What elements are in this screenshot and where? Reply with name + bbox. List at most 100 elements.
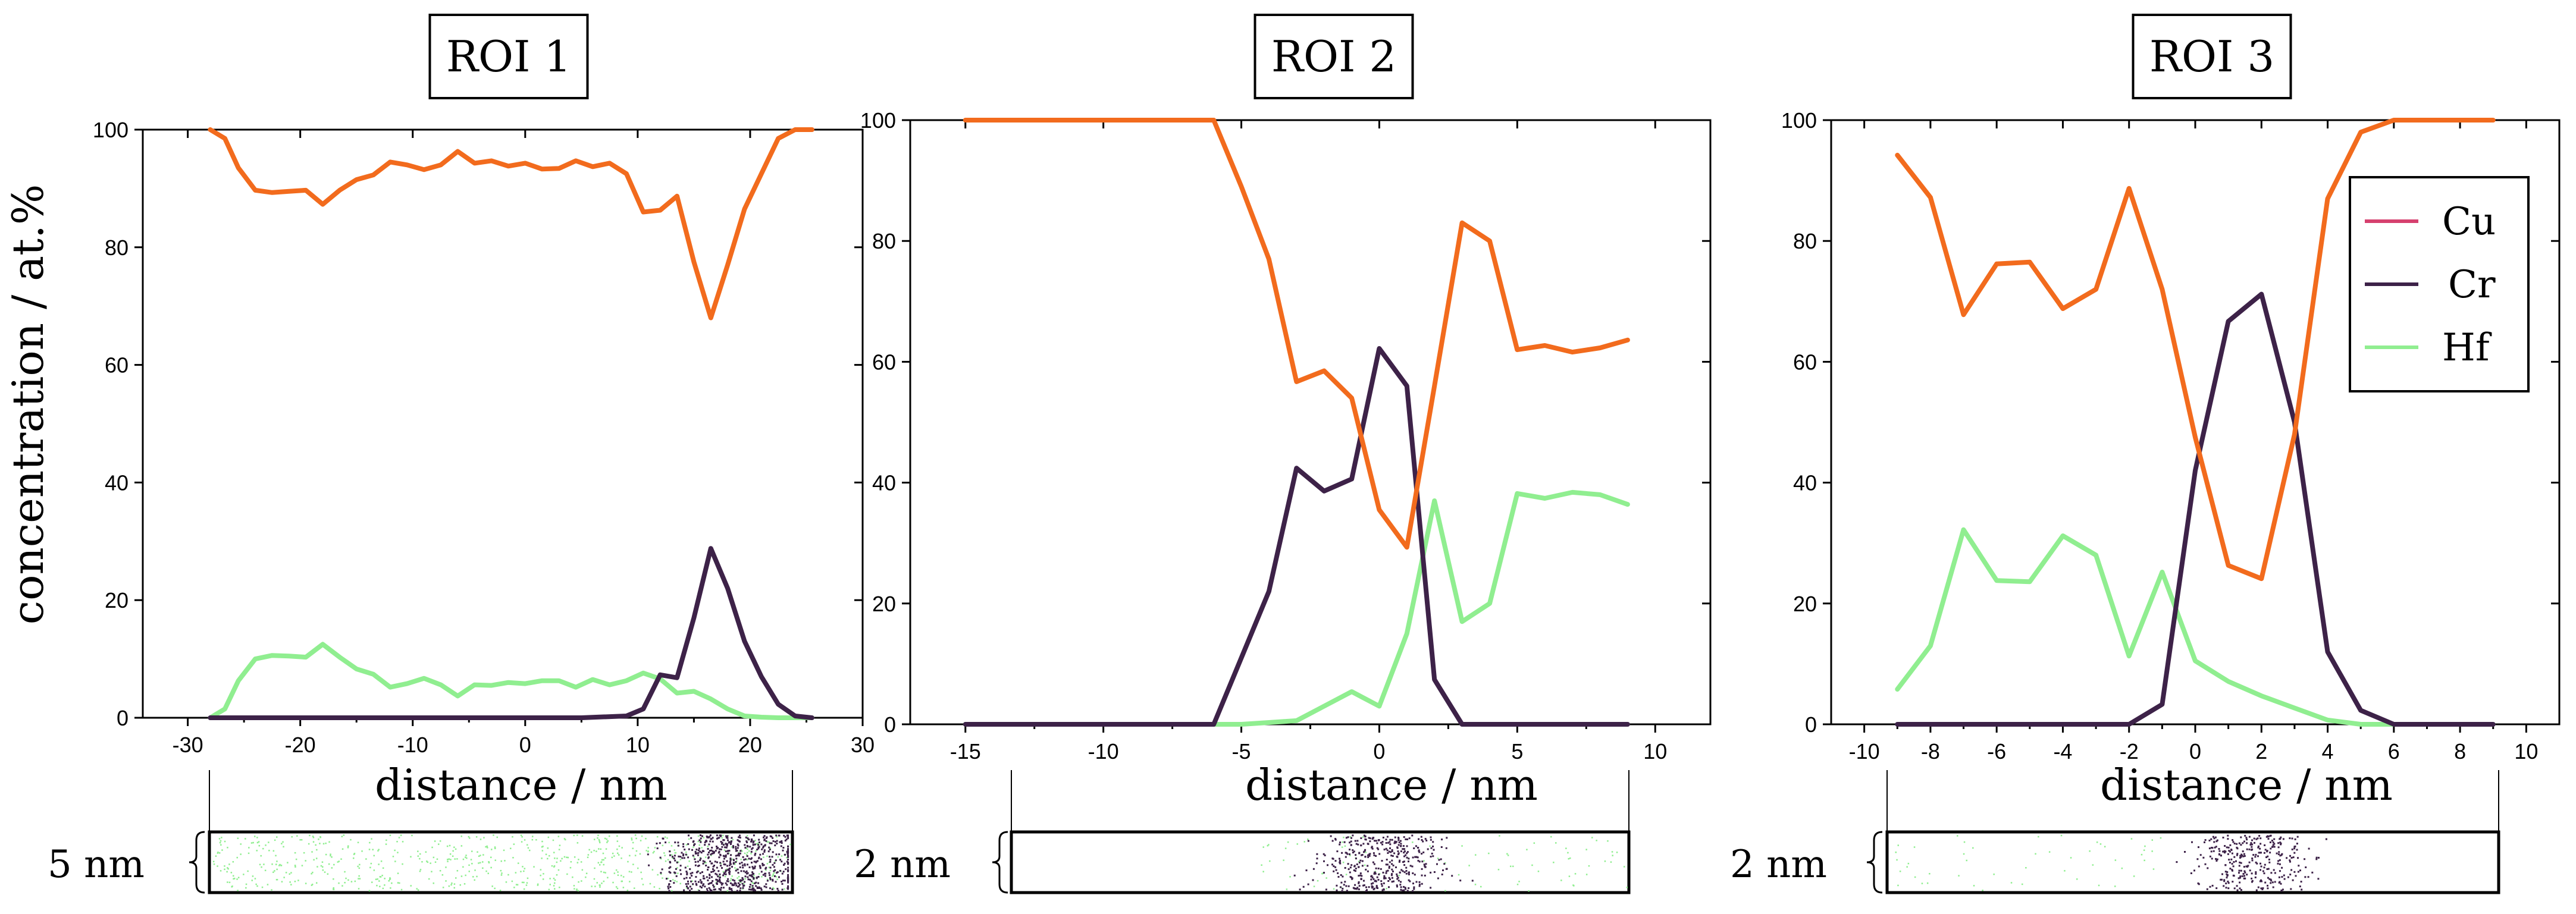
atom-dot-hf — [1269, 860, 1271, 862]
x-axis-label: distance / nm — [1245, 760, 1538, 810]
atom-dot-cr — [745, 840, 748, 843]
atom-dot-hf — [670, 854, 673, 856]
atom-dot-cr — [2215, 887, 2218, 890]
atom-dot-cr — [754, 882, 756, 884]
x-tick-label: 0 — [1373, 739, 1385, 764]
atom-dot-cr — [1433, 871, 1436, 873]
atom-dot-hf — [431, 871, 433, 872]
series-line-hf — [208, 642, 814, 720]
atom-dot-hf — [419, 853, 421, 855]
atom-dot-cr — [2290, 857, 2293, 859]
atom-dot-cr — [729, 859, 732, 861]
atom-dot-cr — [1380, 841, 1382, 844]
atom-dot-cr — [1377, 868, 1380, 869]
atom-dot-cr — [1446, 837, 1448, 839]
atom-dot-hf — [442, 887, 444, 888]
atom-dot-cr — [761, 864, 764, 866]
atom-dot-hf — [328, 863, 330, 865]
atom-dot-cr — [1372, 878, 1375, 880]
atom-dot-hf — [542, 846, 544, 847]
atom-dot-hf — [294, 866, 296, 868]
atom-dot-hf — [734, 862, 736, 865]
atom-dot-cr — [739, 884, 741, 886]
atom-dot-cr — [2263, 872, 2265, 875]
atom-dot-hf — [333, 863, 335, 866]
atom-dot-cr — [2279, 855, 2282, 857]
atom-dot-cr — [1424, 865, 1426, 867]
atom-dot-cr — [690, 872, 692, 875]
atom-dot-cr — [1364, 849, 1367, 851]
atom-dot-cr — [748, 874, 751, 877]
atom-dot-cr — [721, 841, 723, 844]
atom-dot-cr — [756, 849, 759, 851]
atom-dot-hf — [627, 860, 629, 863]
atom-dot-cr — [770, 836, 773, 838]
atom-dot-cr — [2240, 862, 2242, 864]
atom-dot-hf — [554, 858, 556, 859]
atom-dot-cr — [716, 880, 719, 882]
atom-dot-cr — [1408, 879, 1410, 881]
atom-dot-cr — [787, 837, 789, 840]
atom-dot-cr — [1352, 834, 1354, 837]
atom-dot-hf — [581, 869, 584, 871]
atom-dot-cr — [1336, 850, 1339, 853]
atom-dot-hf — [524, 868, 526, 869]
atom-map-dots — [1895, 834, 2327, 892]
atom-dot-cr — [751, 888, 753, 891]
atom-dot-cr — [667, 885, 669, 888]
atom-dot-cr — [1382, 837, 1384, 838]
atom-dot-cr — [1396, 875, 1399, 877]
atom-dot-hf — [233, 875, 234, 877]
atom-dot-cr — [2210, 850, 2213, 853]
atom-dot-hf — [588, 849, 590, 851]
atom-dot-hf — [233, 878, 234, 880]
atom-dot-hf — [417, 855, 419, 857]
atom-dot-cr — [1402, 861, 1404, 863]
atom-dot-hf — [353, 857, 355, 859]
atom-dot-hf — [299, 839, 301, 841]
y-tick-label: 0 — [884, 712, 896, 737]
series-line-cr — [208, 546, 814, 720]
atom-dot-cr — [779, 859, 782, 861]
atom-dot-cr — [1359, 872, 1362, 875]
atom-dot-cr — [2251, 872, 2253, 875]
atom-dot-hf — [1929, 873, 1931, 875]
atom-dot-cr — [1371, 885, 1373, 887]
atom-dot-cr — [782, 880, 784, 882]
atom-dot-hf — [756, 843, 757, 845]
atom-dot-hf — [447, 859, 449, 860]
x-tick-label: -10 — [397, 733, 428, 757]
atom-dot-cr — [2226, 846, 2228, 849]
atom-dot-hf — [439, 840, 441, 842]
atom-dot-cr — [755, 881, 757, 884]
atom-dot-hf — [549, 878, 551, 880]
atom-dot-hf — [691, 880, 693, 882]
atom-dot-cr — [772, 837, 774, 839]
atom-dot-hf — [679, 859, 682, 860]
atom-dot-hf — [1364, 864, 1366, 866]
atom-dot-cr — [1367, 856, 1370, 858]
atom-dot-cr — [781, 840, 783, 842]
y-tick-label: 40 — [105, 470, 129, 495]
atom-dot-cr — [780, 845, 782, 847]
atom-dot-hf — [1973, 885, 1975, 887]
atom-dot-hf — [553, 878, 555, 880]
atom-dot-cr — [759, 853, 761, 856]
atom-dot-hf — [280, 865, 283, 866]
atom-dot-cr — [1398, 860, 1400, 863]
atom-dot-hf — [1982, 890, 1983, 891]
atom-dot-hf — [2048, 851, 2051, 853]
atom-dot-cr — [710, 871, 713, 873]
atom-dot-hf — [372, 849, 374, 850]
atom-dot-cr — [1345, 837, 1347, 839]
atom-dot-hf — [603, 859, 604, 861]
atom-dot-hf — [775, 876, 778, 878]
atom-dot-hf — [745, 853, 748, 856]
atom-dot-cr — [714, 872, 717, 875]
atom-dot-cr — [1391, 881, 1393, 883]
atom-dot-cr — [2294, 838, 2296, 840]
atom-dot-cr — [1388, 886, 1390, 888]
atom-dot-cr — [2239, 881, 2241, 884]
atom-dot-cr — [743, 859, 745, 861]
atom-dot-cr — [2236, 889, 2239, 891]
